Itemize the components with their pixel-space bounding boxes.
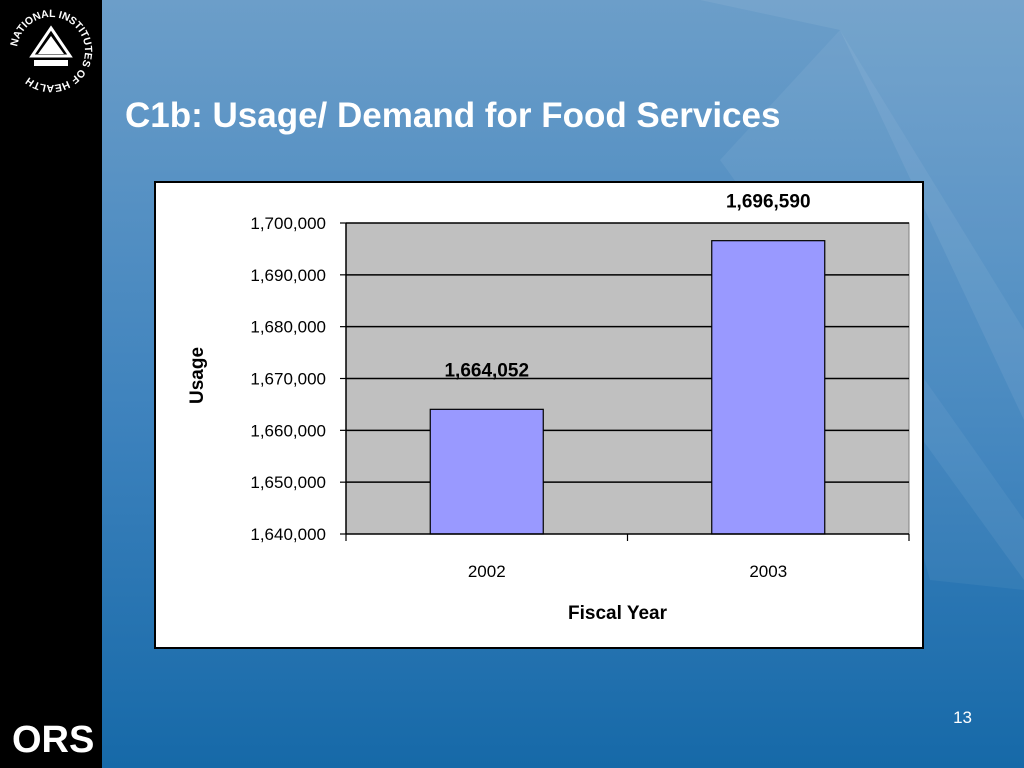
ors-logo-text: ORS — [12, 719, 94, 760]
nih-logo: NATIONAL INSTITUTES OF HEALTH — [6, 6, 96, 96]
y-tick-label: 1,680,000 — [250, 318, 326, 337]
page-number: 13 — [953, 708, 972, 727]
slide-title: C1b: Usage/ Demand for Food Services — [125, 96, 781, 135]
y-tick-label: 1,670,000 — [250, 370, 326, 389]
x-tick-label: 2003 — [749, 562, 787, 581]
y-tick-label: 1,660,000 — [250, 421, 326, 440]
chart-panel: 1,640,000 1,650,000 1,660,000 1,670,000 1,68… — [154, 181, 924, 649]
x-tick-labels: 2002 2003 — [468, 562, 787, 581]
sidebar: NATIONAL INSTITUTES OF HEALTH ORS — [0, 0, 102, 768]
y-tick-label: 1,650,000 — [250, 473, 326, 492]
x-tick-label: 2002 — [468, 562, 506, 581]
bars — [429, 240, 826, 535]
y-axis-label: Usage — [187, 347, 208, 404]
data-label: 1,696,590 — [726, 192, 811, 213]
data-labels: 1,664,052 1,696,590 — [444, 192, 810, 382]
y-tick-label: 1,700,000 — [250, 214, 326, 233]
y-tick-label: 1,640,000 — [250, 525, 326, 544]
ors-logo: ORS — [10, 712, 94, 760]
bar-chart: 1,640,000 1,650,000 1,660,000 1,670,000 1,68… — [187, 192, 910, 624]
y-tick-label: 1,690,000 — [250, 266, 326, 285]
y-tick-labels: 1,640,000 1,650,000 1,660,000 1,670,000 1,68… — [250, 214, 326, 544]
x-axis-label: Fiscal Year — [568, 603, 668, 624]
bar-2003 — [711, 240, 826, 535]
axes — [340, 222, 910, 541]
data-label: 1,664,052 — [444, 360, 529, 381]
bar-2002 — [429, 408, 544, 535]
